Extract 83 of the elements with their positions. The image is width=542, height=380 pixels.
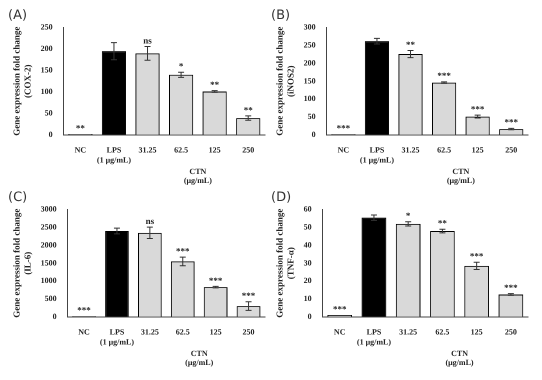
y-axis-title: Gene expression fold change (TNF-α) [274,208,296,318]
chart-title: (B) [271,8,290,24]
x-tick-label: NC [74,146,86,155]
chart-title: (A) [8,8,28,24]
chart-title: (D) [271,190,292,206]
annotation: *** [470,251,484,262]
annotation: *** [437,70,452,81]
y-tick-label: 200 [40,44,53,54]
x-tick-label: LPS (1 μg/mL) [100,328,134,346]
x-tick-label: 62.5 [174,146,188,155]
annotation: ** [76,122,86,133]
y-axis-title: Gene expression fold change (IL-6) [12,208,33,318]
annotation: ns [146,216,155,226]
y-tick-label: 250 [304,40,316,50]
annotation: * [406,210,411,221]
y-tick-label: 150 [40,66,53,75]
annotation: *** [470,104,485,114]
x-tick-label: 250 [504,328,517,337]
annotation: ** [438,218,448,228]
y-tick-label: 0 [308,312,312,321]
x-tick-label: 125 [472,146,484,155]
y-tick-label: 60 [304,204,312,214]
y-axis-title: Gene expression fold change (COX-2) [12,26,33,136]
x-tick-label: 125 [470,328,483,337]
x-tick-label: 62.5 [176,328,190,337]
annotation: *** [332,304,347,314]
x-tick-label: 250 [505,146,518,155]
y-tick-label: 10 [304,294,312,303]
x-tick-label: 125 [208,146,221,155]
annotation: *** [208,275,223,286]
y-tick-label: 1500 [40,258,57,268]
annotation: ** [406,39,416,50]
y-tick-label: 2500 [40,222,57,232]
y-axis-title: Gene expression fold change (iNOS2) [274,26,296,136]
annotation: ns [143,35,152,46]
chart-title: (C) [8,190,28,206]
x-tick-label: NC [78,328,90,337]
y-tick-label: 150 [304,76,316,86]
y-tick-label: 100 [304,94,316,104]
x-tick-label: 31.25 [138,146,157,155]
text: CTN (μg/mL) [184,167,212,186]
annotation: *** [336,122,351,133]
y-tick-label: 40 [304,240,312,250]
x-tick-label: 250 [242,328,255,337]
y-tick-label: 50 [304,222,312,232]
annotation: *** [242,290,256,301]
x-tick-label: LPS (1 μg/mL) [360,146,394,164]
x-tick-label: 31.25 [399,328,418,337]
annotation: ** [210,79,220,90]
x-tick-label: NC [334,328,346,337]
y-tick-label: 50 [44,108,53,118]
y-tick-label: 2000 [40,240,57,250]
x-tick-label: 62.5 [437,146,452,155]
y-tick-label: 0 [48,130,53,139]
y-tick-label: 20 [304,276,312,286]
x-tick-label: 250 [242,146,254,155]
y-tick-label: 3000 [40,204,57,214]
y-tick-label: 1000 [40,276,57,286]
annotation: * [178,61,184,72]
annotation: *** [77,304,92,315]
text: CTN (μg/mL) [446,167,476,186]
y-tick-label: 50 [308,112,316,121]
text: CTN (μg/mL) [445,349,474,368]
y-tick-label: 0 [312,130,316,139]
y-tick-label: 300 [304,22,316,32]
y-tick-label: 250 [40,22,53,32]
x-tick-label: 31.25 [140,328,159,337]
x-tick-label: 31.25 [402,146,420,155]
annotation: *** [504,117,518,128]
x-tick-label: 62.5 [435,328,450,337]
y-tick-label: 0 [52,312,57,321]
y-tick-label: 100 [40,86,53,96]
x-tick-label: LPS (1 μg/mL) [96,146,132,164]
annotation: *** [176,246,190,256]
text: CTN (μg/mL) [185,349,214,368]
y-tick-label: 200 [304,58,316,68]
y-tick-label: 30 [304,258,312,268]
x-tick-label: LPS (1 μg/mL) [356,328,392,346]
y-tick-label: 500 [44,294,57,303]
x-tick-label: 125 [210,328,222,337]
annotation: ** [244,104,254,115]
annotation: *** [504,282,518,292]
x-tick-label: NC [338,146,350,155]
